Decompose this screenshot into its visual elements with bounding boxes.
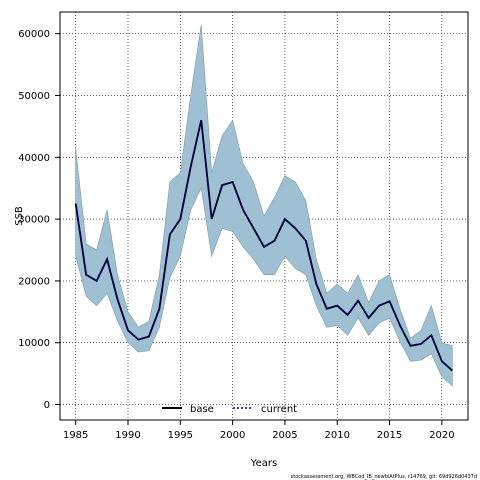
series-lines bbox=[74, 119, 453, 372]
x-axis: 1985 1990 1995 2000 2005 2010 2015 2020 bbox=[63, 420, 455, 441]
x-tick-label: 2015 bbox=[377, 430, 402, 441]
x-tick-label: 1995 bbox=[168, 430, 193, 441]
y-tick-label: 10000 bbox=[18, 338, 50, 349]
x-axis-label: Years bbox=[250, 458, 277, 469]
footer-note: stockassessment.org, WBCod_IB_newbiAtPlu… bbox=[291, 474, 477, 480]
x-tick-label: 2010 bbox=[325, 430, 350, 441]
y-tick-label: 40000 bbox=[18, 153, 50, 164]
x-tick-label: 2000 bbox=[220, 430, 245, 441]
confidence-band bbox=[75, 24, 453, 387]
y-tick-label: 50000 bbox=[18, 91, 50, 102]
y-tick-label: 0 bbox=[44, 400, 50, 411]
legend-base-label: base bbox=[190, 404, 214, 415]
legend: base current bbox=[162, 404, 297, 415]
y-tick-label: 30000 bbox=[18, 215, 50, 226]
y-tick-label: 60000 bbox=[18, 29, 50, 40]
series-line-current bbox=[74, 120, 453, 372]
legend-current-label: current bbox=[261, 404, 297, 415]
x-tick-label: 1985 bbox=[63, 430, 88, 441]
x-tick-label: 1990 bbox=[115, 430, 140, 441]
y-axis: 0 10000 20000 30000 40000 50000 60000 bbox=[18, 29, 60, 411]
x-tick-label: 2005 bbox=[272, 430, 297, 441]
x-tick-label: 2020 bbox=[429, 430, 454, 441]
y-tick-label: 20000 bbox=[18, 276, 50, 287]
y-axis-label: SSB bbox=[14, 206, 25, 226]
plot-frame bbox=[59, 11, 469, 421]
